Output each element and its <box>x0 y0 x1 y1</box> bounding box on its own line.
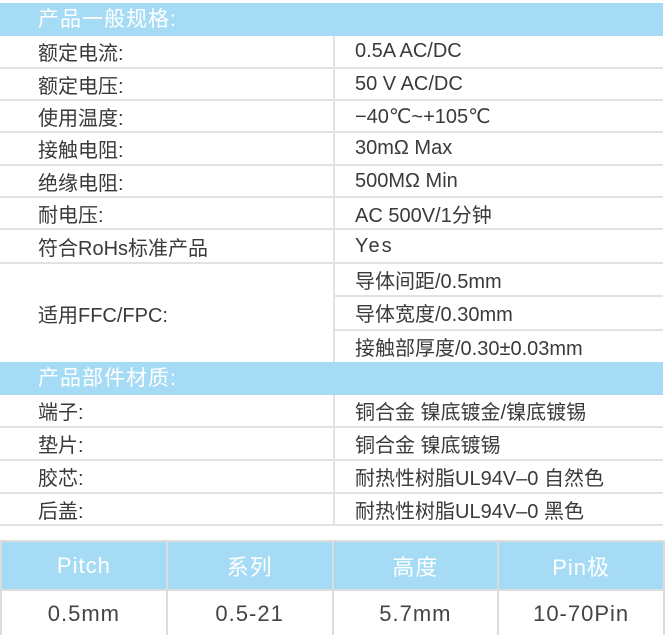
spec-row: 额定电压: 50 V AC/DC <box>0 69 663 101</box>
spec-label: 接触电阻: <box>0 133 335 164</box>
summary-value: 0.5mm <box>0 589 168 635</box>
section-header-materials: 产品部件材质: <box>0 362 663 395</box>
spec-row: 额定电流: 0.5A AC/DC <box>0 36 663 69</box>
material-row: 垫片: 铜合金 镍底镀锡 <box>0 428 663 461</box>
spec-label: 适用FFC/FPC: <box>0 264 335 362</box>
summary-value: 5.7mm <box>331 589 500 635</box>
spec-value: 50 V AC/DC <box>355 72 463 95</box>
material-value: 耐热性树脂UL94V–0 自然色 <box>355 468 604 490</box>
material-label: 垫片: <box>0 428 335 459</box>
material-label: 端子: <box>0 395 335 426</box>
spec-row: 绝缘电阻: 500MΩ Min <box>0 166 663 198</box>
summary-table: Pitch 系列 高度 Pin极 0.5mm 0.5-21 5.7mm 10-7… <box>0 540 665 635</box>
spec-label: 绝缘电阻: <box>0 166 335 196</box>
spec-row-ffc: 适用FFC/FPC: 导体间距/0.5mm 导体宽度/0.30mm 接触部厚度/… <box>0 264 663 362</box>
spec-label: 符合RoHs标准产品 <box>0 230 335 262</box>
material-row: 胶芯: 耐热性树脂UL94V–0 自然色 <box>0 461 663 494</box>
material-label: 后盖: <box>0 494 335 524</box>
summary-header: Pin极 <box>497 540 665 591</box>
spec-value: 导体宽度/0.30mm <box>335 297 663 331</box>
spec-row: 使用温度: −40℃~+105℃ <box>0 101 663 133</box>
summary-header: 高度 <box>331 540 500 591</box>
spec-value: 30mΩ Max <box>355 137 453 159</box>
material-value: 铜合金 镍底镀金/镍底镀锡 <box>355 402 587 424</box>
section-header-general: 产品一般规格: <box>0 3 663 36</box>
spec-label: 额定电流: <box>0 36 335 67</box>
spec-row: 符合RoHs标准产品 Yes <box>0 230 663 264</box>
spec-value: 接触部厚度/0.30±0.03mm <box>355 337 583 360</box>
summary-value: 10-70Pin <box>497 589 665 635</box>
material-value: 铜合金 镍底镀锡 <box>355 435 501 457</box>
summary-value: 0.5-21 <box>165 589 334 635</box>
spec-value: 500MΩ Min <box>355 169 458 192</box>
spec-value: AC 500V/1分钟 <box>355 204 492 227</box>
spec-value: 0.5A AC/DC <box>355 40 462 62</box>
spec-value: 导体间距/0.5mm <box>335 264 663 298</box>
material-label: 胶芯: <box>0 461 335 492</box>
spec-label: 额定电压: <box>0 69 335 99</box>
spec-label: 使用温度: <box>0 101 335 131</box>
summary-header-row: Pitch 系列 高度 Pin极 <box>0 540 665 591</box>
spec-row: 接触电阻: 30mΩ Max <box>0 133 663 166</box>
material-row: 端子: 铜合金 镍底镀金/镍底镀锡 <box>0 395 663 428</box>
summary-header: 系列 <box>165 540 334 591</box>
summary-header: Pitch <box>0 540 168 591</box>
spec-row: 耐电压: AC 500V/1分钟 <box>0 198 663 230</box>
material-row: 后盖: 耐热性树脂UL94V–0 黑色 <box>0 494 663 526</box>
spec-value: −40℃~+105℃ <box>355 105 491 128</box>
summary-data-row: 0.5mm 0.5-21 5.7mm 10-70Pin <box>0 589 665 635</box>
material-value: 耐热性树脂UL94V–0 黑色 <box>355 500 584 523</box>
spec-label: 耐电压: <box>0 198 335 228</box>
spec-value: Yes <box>355 234 394 257</box>
